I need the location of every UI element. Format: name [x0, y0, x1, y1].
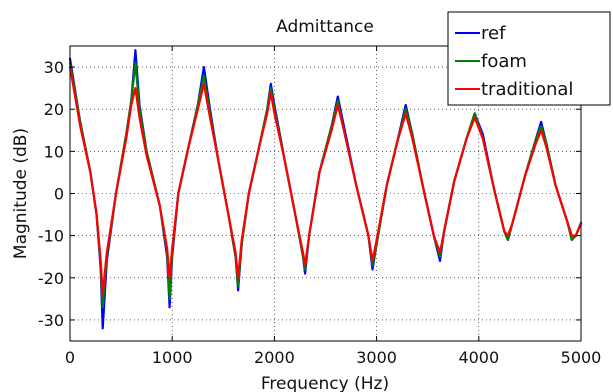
chart-title: Admittance [276, 17, 374, 37]
y-tick-label: -30 [38, 311, 64, 330]
legend-label-ref: ref [481, 23, 506, 44]
legend: ref foam traditional [447, 11, 611, 106]
y-tick-label: -10 [38, 227, 64, 246]
y-axis-label: Magnitude (dB) [11, 128, 31, 259]
x-tick-label: 5000 [561, 348, 602, 367]
y-tick-label: 10 [44, 142, 64, 161]
x-tick-label: 0 [65, 348, 75, 367]
legend-label-foam: foam [481, 51, 527, 72]
x-tick-label: 1000 [152, 348, 193, 367]
y-tick-label: 30 [44, 58, 64, 77]
series-group [68, 49, 583, 330]
x-axis-label: Frequency (Hz) [261, 374, 389, 392]
axis-ticks: 0 1000 2000 3000 4000 5000 -30 -20 -10 0 10 20 30 [38, 46, 602, 367]
y-tick-label: 20 [44, 100, 64, 119]
y-tick-label: 0 [54, 185, 64, 204]
x-tick-label: 4000 [458, 348, 499, 367]
legend-label-traditional: traditional [481, 79, 573, 100]
x-tick-label: 3000 [356, 348, 397, 367]
series-line-traditional [68, 65, 583, 296]
x-tick-label: 2000 [254, 348, 295, 367]
y-tick-label: -20 [38, 269, 64, 288]
